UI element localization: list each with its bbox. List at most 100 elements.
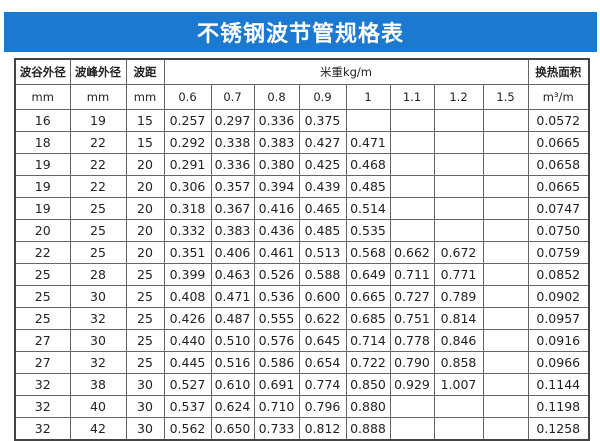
table-cell: 30 bbox=[125, 373, 165, 396]
spec-table: 波谷外径 波峰外径 波距 米重kg/m 换热面积 mm mm mm 0.6 0.7… bbox=[14, 58, 590, 441]
table-cell: 22 bbox=[69, 131, 127, 154]
table-cell: 20 bbox=[125, 197, 165, 220]
header-thickness: 0.6 bbox=[163, 84, 212, 110]
table-cell: 0.463 bbox=[210, 263, 255, 286]
table-cell: 20 bbox=[125, 241, 165, 264]
table-cell bbox=[433, 219, 484, 242]
page-title: 不锈钢波节管规格表 bbox=[196, 22, 404, 47]
table-cell bbox=[482, 153, 529, 176]
table-cell: 0.0902 bbox=[527, 285, 590, 308]
table-cell: 0.576 bbox=[253, 329, 300, 352]
table-cell: 32 bbox=[14, 417, 71, 441]
table-cell: 0.416 bbox=[253, 197, 300, 220]
table-cell: 0.0572 bbox=[527, 109, 590, 132]
table-cell: 25 bbox=[14, 285, 71, 308]
table-cell: 0.1144 bbox=[527, 373, 590, 396]
table-cell: 20 bbox=[125, 175, 165, 198]
table-cell: 0.714 bbox=[345, 329, 391, 352]
table-cell: 0.510 bbox=[210, 329, 255, 352]
table-row: 19 22 20 0.291 0.336 0.380 0.425 0.468 0.0658 bbox=[14, 153, 590, 176]
table-cell: 25 bbox=[14, 307, 71, 330]
table-cell: 0.527 bbox=[163, 373, 212, 396]
table-cell: 0.888 bbox=[345, 417, 391, 441]
table-cell bbox=[433, 395, 484, 418]
table-cell: 28 bbox=[69, 263, 127, 286]
table-row: 25 30 25 0.408 0.471 0.536 0.600 0.665 0.727 0.78… bbox=[14, 285, 590, 308]
table-cell: 25 bbox=[125, 307, 165, 330]
table-cell: 0.445 bbox=[163, 351, 212, 374]
table-row: 25 32 25 0.426 0.487 0.555 0.622 0.685 0.751 0.81… bbox=[14, 307, 590, 330]
header-thickness: 1 bbox=[345, 84, 391, 110]
table-cell: 0.568 bbox=[345, 241, 391, 264]
table-cell: 0.654 bbox=[298, 351, 347, 374]
table-cell: 0.778 bbox=[389, 329, 435, 352]
table-cell bbox=[482, 109, 529, 132]
table-cell bbox=[482, 417, 529, 441]
table-cell: 0.461 bbox=[253, 241, 300, 264]
table-cell: 0.789 bbox=[433, 285, 484, 308]
table-cell bbox=[345, 109, 391, 132]
table-cell: 0.425 bbox=[298, 153, 347, 176]
table-cell: 32 bbox=[14, 373, 71, 396]
table-cell: 0.555 bbox=[253, 307, 300, 330]
table-cell bbox=[482, 351, 529, 374]
table-cell: 30 bbox=[69, 285, 127, 308]
table-row: 32 42 30 0.562 0.650 0.733 0.812 0.888 0.1258 bbox=[14, 417, 590, 441]
table-cell bbox=[482, 395, 529, 418]
header-pitch-unit: mm bbox=[125, 84, 165, 110]
table-cell: 0.645 bbox=[298, 329, 347, 352]
table-cell bbox=[482, 329, 529, 352]
table-cell: 0.846 bbox=[433, 329, 484, 352]
table-cell bbox=[433, 417, 484, 441]
table-cell: 0.0658 bbox=[527, 153, 590, 176]
table-cell: 0.537 bbox=[163, 395, 212, 418]
table-cell: 0.426 bbox=[163, 307, 212, 330]
table-cell: 0.929 bbox=[389, 373, 435, 396]
table-row: 19 25 20 0.318 0.367 0.416 0.465 0.514 0.0747 bbox=[14, 197, 590, 220]
table-cell: 0.513 bbox=[298, 241, 347, 264]
table-cell bbox=[389, 197, 435, 220]
table-cell: 0.471 bbox=[210, 285, 255, 308]
table-cell bbox=[482, 219, 529, 242]
table-cell bbox=[482, 307, 529, 330]
header-weight: 米重kg/m bbox=[163, 58, 529, 85]
table-row: 16 19 15 0.257 0.297 0.336 0.375 0.0572 bbox=[14, 109, 590, 132]
header-valley-od: 波谷外径 bbox=[14, 58, 71, 85]
table-cell: 0.291 bbox=[163, 153, 212, 176]
table-cell: 0.375 bbox=[298, 109, 347, 132]
table-row: 18 22 15 0.292 0.338 0.383 0.427 0.471 0.0665 bbox=[14, 131, 590, 154]
table-cell: 0.796 bbox=[298, 395, 347, 418]
table-cell: 0.0665 bbox=[527, 131, 590, 154]
table-cell: 0.711 bbox=[389, 263, 435, 286]
table-cell: 0.380 bbox=[253, 153, 300, 176]
table-cell bbox=[389, 175, 435, 198]
table-cell: 25 bbox=[125, 263, 165, 286]
table-cell: 0.0966 bbox=[527, 351, 590, 374]
table-cell: 0.672 bbox=[433, 241, 484, 264]
table-cell: 32 bbox=[69, 351, 127, 374]
table-cell: 0.727 bbox=[389, 285, 435, 308]
table-cell: 0.0750 bbox=[527, 219, 590, 242]
table-cell: 0.710 bbox=[253, 395, 300, 418]
table-cell: 15 bbox=[125, 109, 165, 132]
table-cell: 0.1198 bbox=[527, 395, 590, 418]
header-thickness: 1.5 bbox=[482, 84, 529, 110]
table-cell bbox=[482, 373, 529, 396]
header-peak-od-unit: mm bbox=[69, 84, 127, 110]
table-cell: 0.812 bbox=[298, 417, 347, 441]
header-area: 换热面积 bbox=[527, 58, 590, 85]
table-cell: 0.650 bbox=[210, 417, 255, 441]
header-thickness: 0.9 bbox=[298, 84, 347, 110]
table-cell: 0.306 bbox=[163, 175, 212, 198]
table-cell: 30 bbox=[69, 329, 127, 352]
table-cell: 0.0665 bbox=[527, 175, 590, 198]
table-cell: 19 bbox=[14, 153, 71, 176]
table-cell: 27 bbox=[14, 351, 71, 374]
table-cell: 0.814 bbox=[433, 307, 484, 330]
table-cell: 22 bbox=[69, 175, 127, 198]
table-cell: 0.0759 bbox=[527, 241, 590, 264]
header-thickness: 1.1 bbox=[389, 84, 435, 110]
table-cell: 0.722 bbox=[345, 351, 391, 374]
header-thickness: 1.2 bbox=[433, 84, 484, 110]
title-banner: 不锈钢波节管规格表 bbox=[4, 12, 597, 52]
